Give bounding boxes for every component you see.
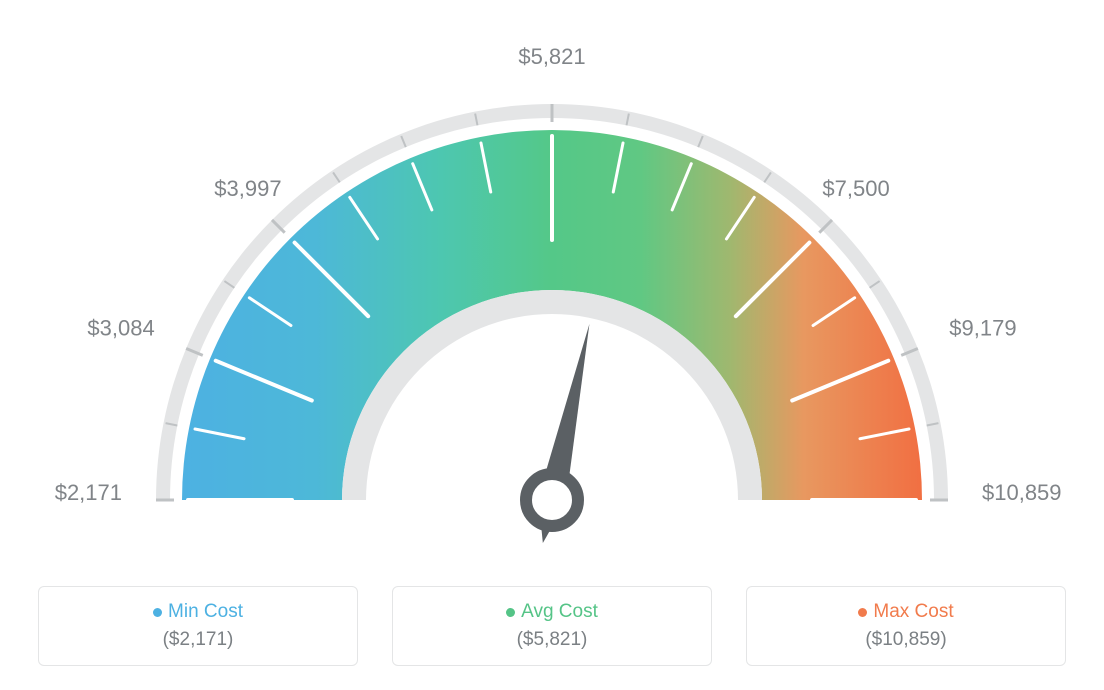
svg-text:$9,179: $9,179 — [949, 315, 1016, 340]
legend-value-avg: ($5,821) — [517, 629, 588, 651]
legend-title-min: Min Cost — [153, 601, 243, 623]
svg-text:$3,997: $3,997 — [214, 176, 281, 201]
legend-label-max: Max Cost — [873, 601, 953, 623]
legend-row: Min Cost ($2,171) Avg Cost ($5,821) Max … — [0, 586, 1104, 666]
legend-card-max: Max Cost ($10,859) — [746, 586, 1066, 666]
svg-text:$7,500: $7,500 — [822, 176, 889, 201]
dot-avg — [506, 608, 515, 617]
legend-title-avg: Avg Cost — [506, 601, 598, 623]
legend-card-avg: Avg Cost ($5,821) — [392, 586, 712, 666]
legend-card-min: Min Cost ($2,171) — [38, 586, 358, 666]
legend-title-max: Max Cost — [858, 601, 953, 623]
legend-value-min: ($2,171) — [163, 629, 234, 651]
dot-min — [153, 608, 162, 617]
svg-text:$3,084: $3,084 — [87, 315, 154, 340]
cost-gauge-chart: $2,171 $3,084 $3,997 $5,821 $7,500 $9,179 $10,… — [0, 0, 1104, 565]
gauge-svg: $2,171 $3,084 $3,997 $5,821 $7,500 $9,179 $10,… — [0, 0, 1104, 560]
legend-label-avg: Avg Cost — [521, 601, 598, 623]
svg-text:$10,859: $10,859 — [982, 480, 1062, 505]
svg-text:$2,171: $2,171 — [55, 480, 122, 505]
legend-label-min: Min Cost — [168, 601, 243, 623]
legend-value-max: ($10,859) — [865, 629, 946, 651]
dot-max — [858, 608, 867, 617]
svg-text:$5,821: $5,821 — [518, 44, 585, 69]
